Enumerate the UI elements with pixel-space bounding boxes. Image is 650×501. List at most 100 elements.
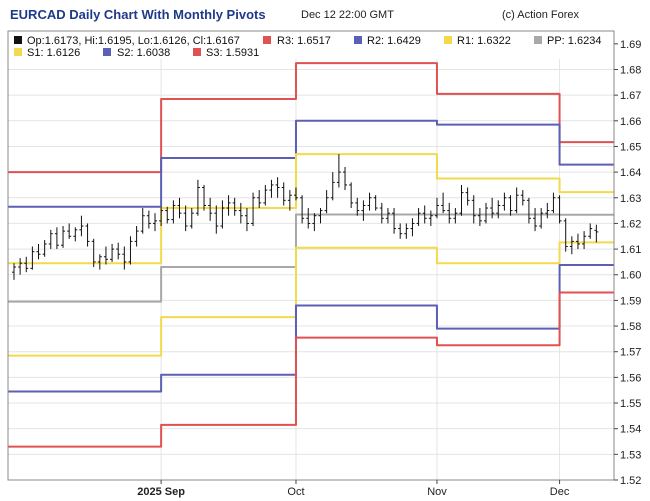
- y-tick-label: 1.65: [620, 141, 641, 153]
- ohlc-bar: [263, 184, 268, 206]
- legend-swatch-pp: [534, 36, 542, 44]
- legend-swatch-r1: [444, 36, 452, 44]
- ohlc-bar: [195, 179, 200, 216]
- ohlc-bar: [287, 190, 292, 211]
- y-tick-label: 1.61: [620, 244, 641, 256]
- legend-r3: R3: 1.6517: [277, 35, 331, 47]
- y-tick-label: 1.66: [620, 116, 641, 128]
- ohlc-bar: [533, 208, 538, 232]
- pivot-line-pp: [8, 213, 614, 303]
- legend-s2: S2: 1.6038: [117, 47, 170, 59]
- legend: Op:1.6173, Hi:1.6195, Lo:1.6126, Cl:1.61…: [8, 31, 614, 59]
- ohlc-bar: [244, 208, 249, 232]
- pivot-line-r3: [8, 62, 614, 174]
- ohlc-bar: [293, 187, 298, 201]
- ohlc-bar: [434, 197, 439, 219]
- ohlc-bar: [61, 225, 66, 248]
- ohlc-bar: [422, 205, 427, 224]
- ohlc-bar: [214, 205, 219, 234]
- ohlc-bar: [569, 236, 574, 255]
- chart-title: EURCAD Daily Chart With Monthly Pivots: [10, 7, 266, 22]
- ohlc-bar: [73, 227, 78, 242]
- y-tick-label: 1.52: [620, 475, 641, 487]
- ohlc-bar: [18, 258, 23, 275]
- legend-pp: PP: 1.6234: [547, 35, 601, 47]
- ohlc-bar: [177, 197, 182, 219]
- y-tick-label: 1.64: [620, 167, 641, 179]
- ohlc-bar: [477, 208, 482, 226]
- plot-frame: [7, 30, 615, 481]
- ohlc-bar: [24, 256, 29, 273]
- pivot-line-s2: [8, 263, 614, 393]
- ohlc-bar: [97, 254, 102, 270]
- x-tick-label: 2025 Sep: [137, 486, 185, 498]
- ohlc-bar: [373, 195, 378, 211]
- ohlc-bar: [545, 202, 550, 219]
- ohlc-bar: [48, 229, 53, 250]
- x-tick-label: Oct: [287, 486, 304, 498]
- ohlc-bar: [392, 208, 397, 234]
- ohlc-bar: [103, 246, 108, 265]
- ohlc-bar: [300, 195, 305, 224]
- ohlc-bar: [306, 208, 311, 229]
- copyright-text: (c) Action Forex: [502, 9, 580, 21]
- ohlc-bar: [238, 202, 243, 224]
- pivot-line-s1: [8, 241, 614, 357]
- ohlc-bar: [484, 202, 489, 224]
- y-tick-label: 1.53: [620, 449, 641, 461]
- ohlc-bar: [459, 184, 464, 216]
- ohlc-bar: [42, 240, 47, 257]
- y-tick-label: 1.57: [620, 347, 641, 359]
- ohlc-bar: [520, 190, 525, 206]
- ohlc-bar: [318, 208, 323, 224]
- y-tick-label: 1.58: [620, 321, 641, 333]
- ohlc-bar: [146, 210, 151, 229]
- legend-swatch-s2: [103, 48, 111, 56]
- y-tick-label: 1.56: [620, 372, 641, 384]
- y-tick-label: 1.63: [620, 193, 641, 205]
- legend-r1: R1: 1.6322: [457, 35, 511, 47]
- grid-lines: [8, 31, 614, 481]
- y-tick-label: 1.69: [620, 39, 641, 51]
- ohlc-bar: [526, 197, 531, 224]
- ohlc-bar: [226, 195, 231, 216]
- ohlc-bar: [152, 213, 157, 232]
- ohlc-bar: [514, 187, 519, 214]
- legend-swatch-r3: [263, 36, 271, 44]
- y-tick-label: 1.54: [620, 424, 641, 436]
- chart-date: Dec 12 22:00 GMT: [301, 9, 394, 21]
- ohlc-bar: [54, 227, 59, 250]
- pivot-lines: [8, 62, 614, 448]
- legend-s1: S1: 1.6126: [27, 47, 80, 59]
- y-tick-labels: 1.52 1.53 1.54 1.55 1.56 1.57 1.58 1.59 1.60 1.61…: [614, 39, 641, 487]
- ohlc-bar: [79, 215, 84, 237]
- ohlc-bar: [447, 202, 452, 224]
- y-tick-label: 1.68: [620, 64, 641, 76]
- ohlc-bar: [575, 233, 580, 250]
- ohlc-bar: [232, 197, 237, 216]
- ohlc-bar: [220, 200, 225, 229]
- ohlc-bar: [183, 205, 188, 232]
- ohlc-bar: [410, 218, 415, 237]
- ohlc-bar: [110, 243, 115, 262]
- ohlc-bars: [12, 154, 599, 280]
- ohlc-bar: [330, 172, 335, 201]
- ohlc-bar: [367, 192, 372, 211]
- legend-r2: R2: 1.6429: [367, 35, 421, 47]
- pivot-line-s3: [8, 291, 614, 448]
- ohlc-bar: [159, 206, 164, 226]
- ohlc-bar: [67, 223, 72, 239]
- ohlc-bar: [582, 231, 587, 250]
- x-tick-label: Dec: [550, 486, 570, 498]
- axes: [7, 30, 615, 481]
- ohlc-bar: [551, 192, 556, 214]
- pivot-line-r1: [8, 153, 614, 265]
- ohlc-bar: [122, 246, 127, 270]
- ohlc-bar: [85, 223, 90, 247]
- ohlc-bar: [251, 192, 256, 226]
- ohlc-bar: [453, 208, 458, 224]
- chart-header: EURCAD Daily Chart With Monthly Pivots D…: [0, 0, 650, 30]
- ohlc-bar: [355, 197, 360, 216]
- ohlc-bar: [588, 223, 593, 239]
- ohlc-bar: [312, 213, 317, 232]
